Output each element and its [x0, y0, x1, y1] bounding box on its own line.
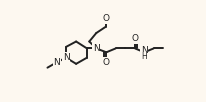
Text: N: N — [63, 53, 69, 62]
Text: N: N — [93, 44, 100, 53]
Text: H: H — [142, 52, 147, 61]
Text: O: O — [102, 14, 109, 23]
Text: O: O — [103, 58, 110, 67]
Text: N: N — [53, 58, 60, 67]
Text: O: O — [131, 34, 138, 43]
Text: N: N — [141, 46, 148, 55]
